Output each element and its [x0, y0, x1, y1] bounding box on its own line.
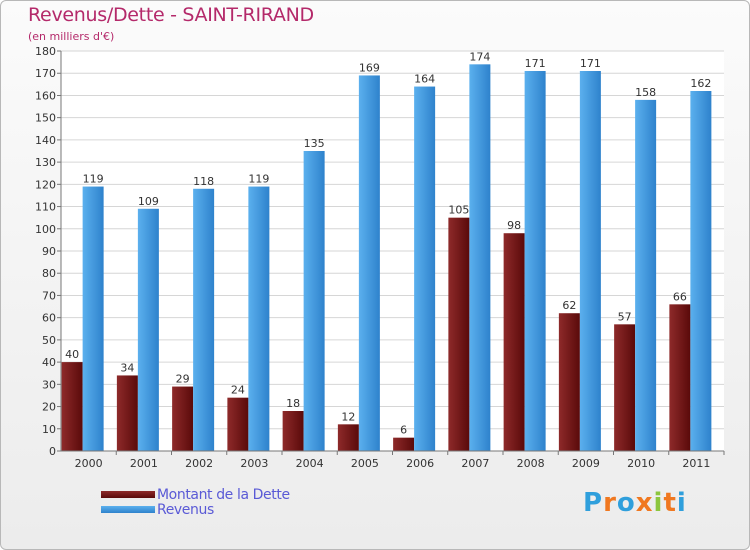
chart-subtitle: (en milliers d'€): [28, 30, 115, 43]
y-tick-label: 80: [42, 267, 56, 280]
y-tick-label: 90: [42, 245, 56, 258]
bar-dette-2007: [448, 217, 470, 451]
y-tick-label: 10: [42, 423, 56, 436]
data-label-dette-2009: 62: [562, 299, 576, 312]
data-label-dette-2008: 98: [507, 219, 521, 232]
y-tick-label: 30: [42, 378, 56, 391]
x-tick-label: 2011: [682, 457, 710, 470]
bar-dette-2006: [393, 437, 415, 451]
bar-dette-2001: [116, 375, 138, 451]
y-tick-label: 40: [42, 356, 56, 369]
data-label-revenus-2011: 162: [690, 77, 711, 90]
data-label-revenus-2007: 174: [469, 50, 490, 63]
logo-letter: P: [583, 488, 604, 518]
logo-letter: t: [663, 488, 677, 518]
bar-revenus-2003: [248, 186, 270, 452]
y-tick-label: 180: [35, 45, 56, 58]
x-tick-label: 2000: [75, 457, 103, 470]
y-tick-label: 100: [35, 223, 56, 236]
x-tick-label: 2005: [351, 457, 379, 470]
y-tick-label: 150: [35, 112, 56, 125]
data-label-revenus-2008: 171: [525, 57, 546, 70]
y-tick-label: 140: [35, 134, 56, 147]
bar-dette-2000: [61, 362, 83, 451]
x-tick-label: 2003: [240, 457, 268, 470]
legend-item-revenus: Revenus: [101, 501, 290, 518]
logo-letter: i: [676, 488, 687, 518]
x-tick-label: 2006: [406, 457, 434, 470]
logo-letter: x: [635, 488, 654, 518]
logo-letter: o: [616, 488, 636, 518]
legend-item-dette: Montant de la Dette: [101, 486, 290, 503]
bar-revenus-2006: [414, 86, 436, 452]
x-tick-label: 2009: [572, 457, 600, 470]
proxiti-logo: Proxiti: [583, 488, 687, 518]
x-tick-label: 2002: [185, 457, 213, 470]
data-label-dette-2007: 105: [448, 204, 469, 217]
y-tick-label: 120: [35, 178, 56, 191]
data-label-dette-2004: 18: [286, 397, 300, 410]
legend-swatch-revenus: [101, 506, 155, 513]
bar-revenus-2007: [469, 64, 491, 452]
y-tick-label: 60: [42, 312, 56, 325]
legend: Montant de la Dette Revenus: [101, 486, 290, 518]
x-tick-label: 2007: [461, 457, 489, 470]
y-tick-label: 70: [42, 289, 56, 302]
bar-revenus-2010: [635, 99, 657, 451]
bar-dette-2011: [669, 304, 691, 451]
data-label-dette-2001: 34: [120, 361, 134, 374]
x-tick-label: 2004: [296, 457, 324, 470]
bar-revenus-2004: [303, 151, 325, 451]
y-tick-label: 0: [49, 445, 56, 458]
x-tick-label: 2010: [627, 457, 655, 470]
y-tick-label: 160: [35, 89, 56, 102]
data-label-dette-2002: 29: [176, 373, 190, 386]
y-tick-label: 130: [35, 156, 56, 169]
bar-revenus-2000: [82, 186, 104, 452]
data-label-dette-2000: 40: [65, 348, 79, 361]
bar-dette-2009: [558, 313, 580, 451]
data-label-dette-2003: 24: [231, 384, 245, 397]
bar-dette-2002: [172, 386, 194, 451]
x-tick-label: 2001: [130, 457, 158, 470]
bar-dette-2004: [282, 411, 304, 451]
data-label-revenus-2009: 171: [580, 57, 601, 70]
data-label-revenus-2000: 119: [83, 173, 104, 186]
data-label-revenus-2002: 118: [193, 175, 214, 188]
data-label-dette-2006: 6: [400, 424, 407, 437]
data-label-revenus-2004: 135: [304, 137, 325, 150]
bar-dette-2003: [227, 397, 249, 451]
data-label-revenus-2006: 164: [414, 73, 435, 86]
chart-title: Revenus/Dette - SAINT-RIRAND: [28, 4, 314, 26]
data-label-dette-2005: 12: [341, 410, 355, 423]
bar-revenus-2002: [193, 188, 215, 451]
logo-letter: r: [603, 488, 617, 518]
bar-dette-2008: [503, 233, 525, 451]
data-label-revenus-2010: 158: [635, 86, 656, 99]
legend-swatch-dette: [101, 491, 155, 498]
y-tick-label: 20: [42, 401, 56, 414]
data-label-dette-2010: 57: [618, 310, 632, 323]
bar-revenus-2001: [137, 208, 159, 451]
y-tick-label: 110: [35, 201, 56, 214]
data-label-revenus-2005: 169: [359, 61, 380, 74]
data-label-revenus-2001: 109: [138, 195, 159, 208]
y-tick-label: 50: [42, 334, 56, 347]
legend-label-revenus: Revenus: [157, 501, 214, 518]
data-label-revenus-2003: 119: [248, 173, 269, 186]
bar-dette-2005: [337, 424, 359, 451]
bar-revenus-2011: [690, 91, 712, 451]
y-tick-label: 170: [35, 67, 56, 80]
x-tick-label: 2008: [517, 457, 545, 470]
legend-label-dette: Montant de la Dette: [157, 486, 290, 503]
bar-revenus-2008: [524, 71, 546, 451]
data-label-dette-2011: 66: [673, 290, 687, 303]
logo-letter: i: [653, 488, 664, 518]
bar-dette-2010: [614, 324, 636, 451]
bar-revenus-2005: [358, 75, 380, 451]
bar-revenus-2009: [579, 71, 601, 451]
